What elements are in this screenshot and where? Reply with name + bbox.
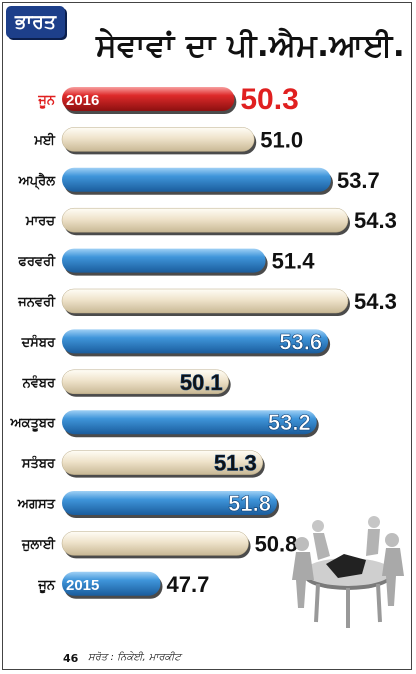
value-label: 50.3 xyxy=(240,83,298,116)
category-label: ਮਈ xyxy=(33,132,56,148)
value-label: 54.3 xyxy=(354,208,397,233)
bar-row: ਜੂਨ 2015 47.7 xyxy=(37,571,210,599)
value-label: 53.6 xyxy=(279,329,322,354)
bar-row: ਮਈ 51.0 xyxy=(33,127,303,155)
value-label: 50.1 xyxy=(180,370,223,395)
category-label: ਨਵੰਬਰ xyxy=(22,374,56,391)
bar xyxy=(62,87,235,111)
value-label: 51.0 xyxy=(260,127,303,152)
value-label: 50.8 xyxy=(255,531,298,556)
bar xyxy=(61,207,349,233)
bar xyxy=(61,531,249,556)
bar xyxy=(61,450,264,475)
page-number: 46 xyxy=(63,652,79,665)
value-label: 51.8 xyxy=(228,491,271,516)
bar-row: ਦਸੰਬਰ 53.6 xyxy=(21,329,331,357)
category-label: ਜਨਵਰੀ xyxy=(17,294,56,310)
bar-row: ਮਾਰਚ 54.3 xyxy=(25,207,397,236)
value-label: 51.3 xyxy=(214,451,257,476)
value-label: 53.7 xyxy=(337,168,380,193)
category-label: ਜੂਨ xyxy=(37,93,55,109)
category-label: ਅਕਤੂਬਰ xyxy=(9,416,55,432)
category-label: ਮਾਰਚ xyxy=(25,214,56,229)
bar-row: ਅਕਤੂਬਰ 53.2 xyxy=(9,410,319,438)
bar xyxy=(61,288,349,314)
bar xyxy=(62,167,331,192)
bar-row: ਨਵੰਬਰ 50.1 xyxy=(22,369,231,397)
bar xyxy=(62,410,317,435)
bar-row: ਜਨਵਰੀ 54.3 xyxy=(17,288,397,316)
category-label: ਸਤੰਬਰ xyxy=(21,455,56,472)
value-label: 53.2 xyxy=(268,410,311,435)
source-note: ਸਰੋਤ : ਨਿਕੇਈ, ਮਾਰਕੀਟ xyxy=(88,652,181,663)
bar xyxy=(61,369,229,395)
bar-row: ਸਤੰਬਰ 51.3 xyxy=(21,450,265,478)
meeting-illustration xyxy=(292,516,404,628)
bar-row: ਜੁਲਾਈ 50.8 xyxy=(21,531,298,559)
bar-row: ਅਪ੍ਰੈਲ 53.7 xyxy=(18,167,380,195)
bar xyxy=(61,127,255,152)
section-tag: ਭਾਰਤ xyxy=(6,6,66,38)
value-label: 51.4 xyxy=(272,249,316,274)
category-label: ਦਸੰਬਰ xyxy=(21,333,56,350)
bar-row: ਫਰਵਰੀ 51.4 xyxy=(17,248,316,276)
bar xyxy=(62,571,161,596)
year-label: 2015 xyxy=(66,577,99,594)
year-label: 2016 xyxy=(66,92,99,109)
bar-row: ਅਗਸਤ 51.8 xyxy=(17,491,279,518)
category-label: ਅਪ੍ਰੈਲ xyxy=(18,172,57,190)
category-label: ਜੁਲਾਈ xyxy=(21,536,56,552)
value-label: 47.7 xyxy=(167,572,210,597)
bar xyxy=(62,329,329,354)
bar-row: ਜੂਨ 2016 50.3 xyxy=(37,83,298,116)
bar xyxy=(62,491,277,515)
chart-title: ਸੇਵਾਵਾਂ ਦਾ ਪੀ.ਐਮ.ਆਈ. xyxy=(96,28,406,64)
category-label: ਫਰਵਰੀ xyxy=(17,254,56,270)
value-label: 54.3 xyxy=(354,289,397,314)
category-label: ਜੂਨ xyxy=(37,578,55,594)
category-label: ਅਗਸਤ xyxy=(17,497,56,512)
bar xyxy=(62,248,266,273)
